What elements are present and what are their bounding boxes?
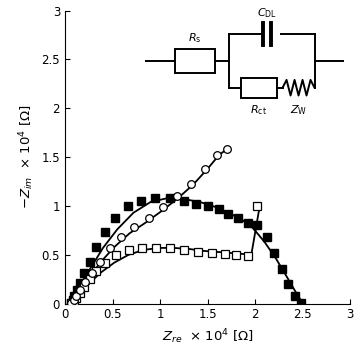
Y-axis label: $-Z_{im}$  × 10$^4$ [Ω]: $-Z_{im}$ × 10$^4$ [Ω] (17, 105, 36, 209)
X-axis label: $Z_{re}$  × 10$^4$ [Ω]: $Z_{re}$ × 10$^4$ [Ω] (162, 327, 253, 346)
